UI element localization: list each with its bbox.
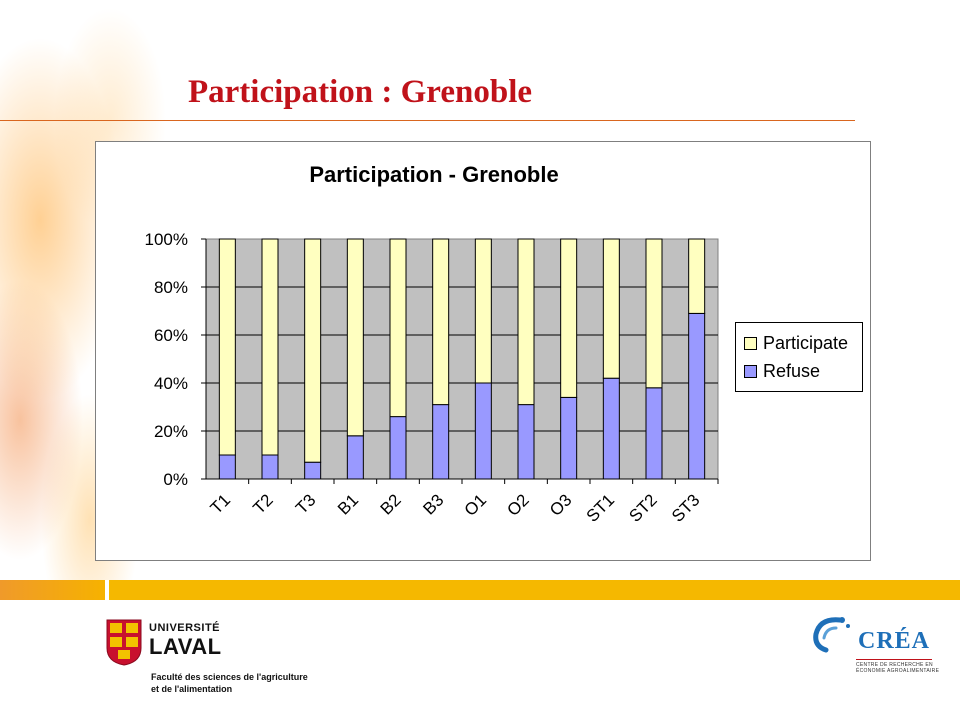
- bar-refuse-t3: [304, 461, 322, 480]
- crea-name: CRÉA: [858, 628, 931, 654]
- laval-faculty-line1: Faculté des sciences de l'agriculture: [151, 672, 308, 682]
- bar-participate-t2: [261, 238, 279, 456]
- legend-label-participate: Participate: [763, 333, 849, 353]
- bar-refuse-st3: [688, 312, 706, 480]
- bar-refuse-b3: [432, 404, 450, 480]
- legend-swatch-refuse: [744, 365, 757, 378]
- bar-refuse-t1: [218, 454, 236, 480]
- x-tick-label: O1: [461, 490, 490, 519]
- page-title: Participation : Grenoble: [188, 74, 533, 110]
- bar-refuse-st1: [602, 377, 620, 480]
- legend-label-refuse: Refuse: [763, 361, 821, 381]
- y-tick-label: 100%: [145, 230, 188, 249]
- bar-participate-o3: [560, 238, 578, 398]
- bar-participate-st2: [645, 238, 663, 389]
- bar-refuse-o2: [517, 404, 535, 480]
- chart-svg: Participation - Grenoble 0% 20% 40% 60% 80% 10…: [145, 162, 719, 526]
- bar-participate-b3: [432, 238, 450, 406]
- y-tick-label: 20%: [154, 422, 188, 441]
- chart-frame: Participation - Grenoble 0% 20% 40% 60% 80% 10…: [95, 141, 871, 561]
- x-tick-label: ST2: [625, 490, 660, 525]
- bar-participate-st1: [602, 238, 620, 379]
- x-tick-label: O2: [503, 490, 532, 519]
- bar-refuse-st2: [645, 387, 663, 480]
- plot-area: [205, 238, 719, 480]
- laval-crest-icon: [106, 619, 142, 666]
- bar-participate-b1: [346, 238, 364, 437]
- y-tick-label: 0%: [163, 470, 188, 489]
- title-divider: [0, 120, 855, 121]
- x-tick-label: T3: [292, 490, 319, 517]
- bar-refuse-b2: [389, 416, 407, 480]
- legend-item-participate: Participate: [744, 333, 848, 354]
- crea-swirl-icon: [813, 617, 850, 653]
- laval-faculty: Faculté des sciences de l'agriculture et…: [151, 671, 311, 695]
- x-tick-label: ST3: [668, 490, 703, 525]
- bar-refuse-b1: [346, 435, 364, 480]
- y-tick-label: 60%: [154, 326, 188, 345]
- footer-band-accent: [0, 580, 105, 600]
- bar-participate-st3: [688, 238, 706, 314]
- x-tick-label: T1: [207, 490, 234, 517]
- bar-participate-b2: [389, 238, 407, 418]
- footer-band-gap: [105, 580, 109, 600]
- y-tick-label: 40%: [154, 374, 188, 393]
- bar-refuse-o1: [474, 382, 492, 480]
- laval-name-line1: UNIVERSITÉ: [149, 622, 221, 634]
- bar-participate-t3: [304, 238, 322, 463]
- crea-logo: CRÉA CENTRE DE RECHERCHE EN ÉCONOMIE AGR…: [810, 612, 940, 682]
- x-tick-label: T2: [249, 490, 276, 517]
- chart-legend: Participate Refuse: [735, 322, 863, 392]
- crea-subtitle-line2: ÉCONOMIE AGROALIMENTAIRE: [856, 668, 940, 674]
- bar-refuse-t2: [261, 454, 279, 480]
- laval-faculty-line2: et de l'alimentation: [151, 684, 233, 694]
- universite-laval-logo: UNIVERSITÉ LAVAL Faculté des sciences de…: [105, 618, 308, 698]
- crea-divider: [856, 659, 932, 660]
- x-tick-label: B2: [377, 490, 405, 518]
- legend-item-refuse: Refuse: [744, 361, 820, 382]
- bar-participate-o2: [517, 238, 535, 406]
- footer-band: [0, 580, 960, 600]
- x-tick-label: ST1: [583, 490, 618, 525]
- laval-name-line2: LAVAL: [149, 634, 222, 659]
- bar-participate-o1: [474, 238, 492, 384]
- chart-title: Participation - Grenoble: [309, 162, 558, 187]
- crea-subtitle: CENTRE DE RECHERCHE EN ÉCONOMIE AGROALIM…: [856, 662, 940, 674]
- x-tick-label: B3: [419, 490, 447, 518]
- x-tick-label: O3: [546, 490, 575, 519]
- bar-participate-t1: [218, 238, 236, 456]
- y-tick-label: 80%: [154, 278, 188, 297]
- crea-subtitle-line1: CENTRE DE RECHERCHE EN: [856, 662, 933, 668]
- legend-swatch-participate: [744, 337, 757, 350]
- bar-refuse-o3: [560, 396, 578, 480]
- x-tick-label: B1: [334, 490, 362, 518]
